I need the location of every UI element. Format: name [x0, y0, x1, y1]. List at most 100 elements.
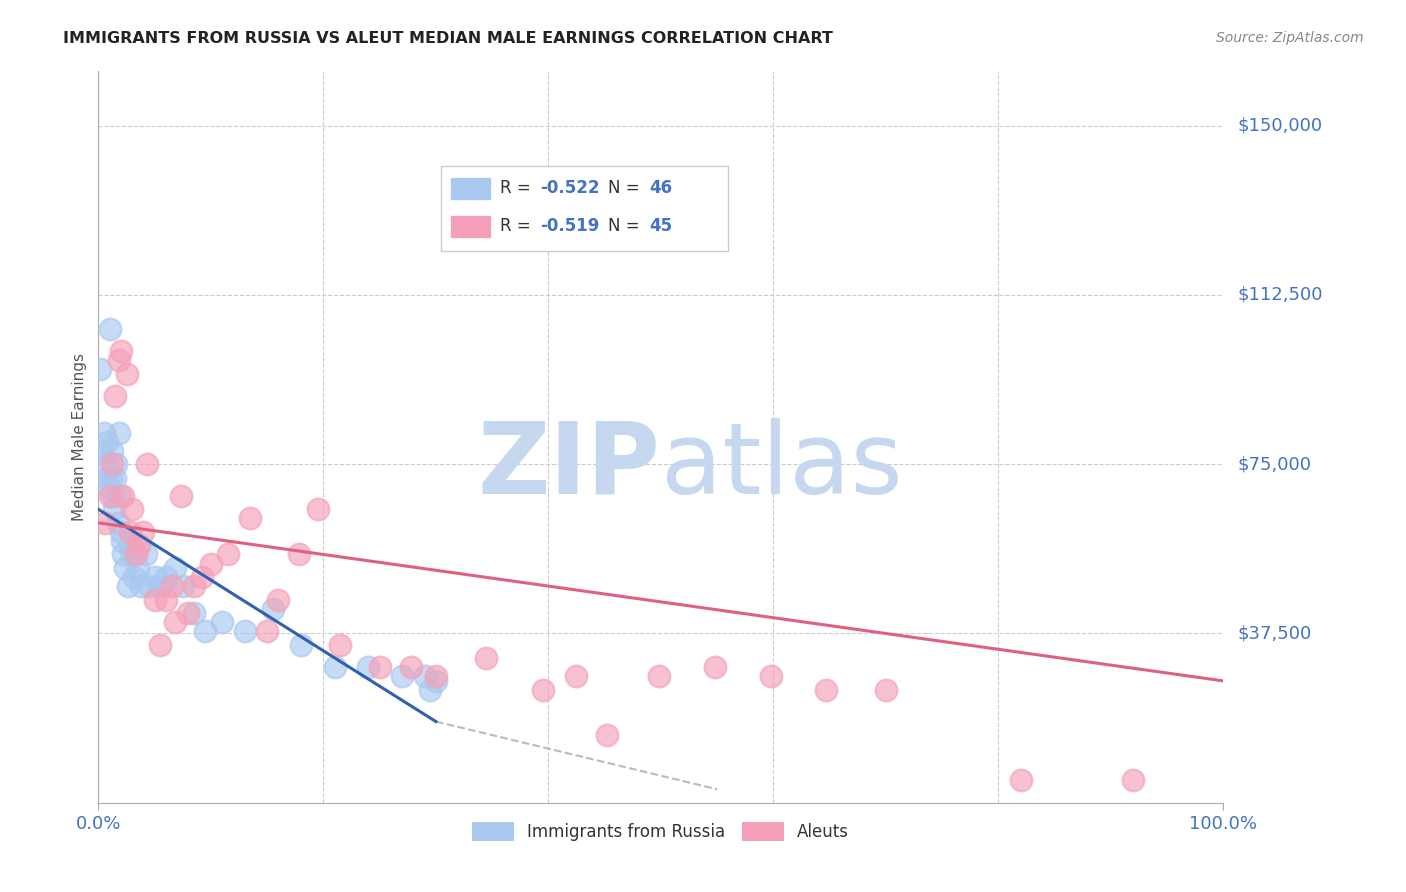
Point	[262, 601, 284, 615]
Text: $75,000: $75,000	[1237, 455, 1312, 473]
Point	[475, 651, 498, 665]
Point	[703, 660, 725, 674]
Point	[112, 489, 135, 503]
Point	[211, 615, 233, 630]
Point	[128, 538, 150, 552]
Text: atlas: atlas	[661, 417, 903, 515]
Point	[121, 548, 143, 562]
Text: R =: R =	[501, 179, 536, 197]
Point	[239, 511, 262, 525]
Text: $112,500: $112,500	[1237, 285, 1323, 304]
Point	[96, 471, 118, 485]
Text: N =: N =	[607, 218, 645, 235]
Text: -0.522: -0.522	[540, 179, 600, 197]
Text: $150,000: $150,000	[1237, 117, 1322, 135]
Point	[101, 443, 124, 458]
Point	[117, 579, 139, 593]
Point	[233, 624, 256, 639]
Point	[307, 502, 329, 516]
Point	[103, 502, 125, 516]
Point	[100, 471, 122, 485]
Point	[759, 669, 782, 683]
Point	[419, 682, 441, 697]
Point	[89, 362, 111, 376]
Point	[108, 489, 131, 503]
Point	[115, 367, 138, 381]
Point	[875, 682, 897, 697]
Point	[194, 624, 217, 639]
Point	[183, 606, 205, 620]
Point	[101, 489, 124, 503]
Point	[114, 561, 136, 575]
Point	[98, 489, 121, 503]
Point	[155, 570, 177, 584]
Point	[815, 682, 838, 697]
Point	[177, 606, 200, 620]
Point	[1122, 773, 1144, 788]
Point	[94, 457, 117, 471]
Point	[110, 344, 132, 359]
Point	[565, 669, 588, 683]
Point	[90, 443, 112, 458]
Point	[104, 389, 127, 403]
Point	[149, 579, 172, 593]
Point	[138, 579, 160, 593]
Point	[112, 548, 135, 562]
Point	[163, 615, 186, 630]
Point	[127, 561, 149, 575]
Point	[172, 579, 194, 593]
Point	[357, 660, 380, 674]
Point	[399, 660, 422, 674]
Point	[169, 489, 191, 503]
Point	[413, 669, 436, 683]
Text: 45: 45	[650, 218, 672, 235]
Text: N =: N =	[607, 179, 645, 197]
Point	[531, 682, 554, 697]
Point	[98, 322, 121, 336]
Point	[329, 638, 352, 652]
Text: 46: 46	[650, 179, 672, 197]
Y-axis label: Median Male Earnings: Median Male Earnings	[72, 353, 87, 521]
Point	[132, 524, 155, 539]
Point	[105, 457, 128, 471]
Point	[596, 728, 619, 742]
Point	[118, 524, 141, 539]
Text: IMMIGRANTS FROM RUSSIA VS ALEUT MEDIAN MALE EARNINGS CORRELATION CHART: IMMIGRANTS FROM RUSSIA VS ALEUT MEDIAN M…	[63, 31, 834, 46]
Point	[160, 579, 183, 593]
Point	[217, 548, 239, 562]
Point	[121, 502, 143, 516]
FancyBboxPatch shape	[441, 167, 728, 251]
Point	[256, 624, 278, 639]
Point	[1010, 773, 1032, 788]
Point	[111, 533, 134, 548]
Point	[118, 538, 141, 552]
Point	[290, 638, 312, 652]
Point	[135, 548, 157, 562]
Point	[104, 471, 127, 485]
Point	[163, 561, 186, 575]
Text: Source: ZipAtlas.com: Source: ZipAtlas.com	[1216, 31, 1364, 45]
Text: ZIP: ZIP	[478, 417, 661, 515]
Point	[200, 557, 222, 571]
Point	[129, 579, 152, 593]
Point	[97, 480, 120, 494]
Point	[267, 592, 290, 607]
Point	[391, 669, 413, 683]
Point	[425, 669, 447, 683]
Point	[107, 353, 129, 368]
Point	[323, 660, 346, 674]
Point	[183, 579, 205, 593]
Point	[96, 434, 118, 449]
Point	[101, 457, 124, 471]
Legend: Immigrants from Russia, Aleuts: Immigrants from Russia, Aleuts	[464, 814, 858, 849]
Point	[191, 570, 214, 584]
Text: R =: R =	[501, 218, 536, 235]
FancyBboxPatch shape	[450, 215, 491, 238]
Point	[143, 592, 166, 607]
Point	[124, 570, 146, 584]
Point	[135, 457, 157, 471]
Point	[110, 524, 132, 539]
Point	[107, 516, 129, 530]
Point	[93, 425, 115, 440]
Point	[149, 638, 172, 652]
